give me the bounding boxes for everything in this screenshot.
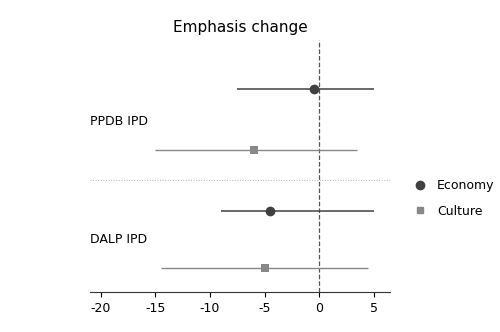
- Title: Emphasis change: Emphasis change: [172, 20, 308, 35]
- Text: PPDB IPD: PPDB IPD: [90, 115, 148, 128]
- Text: DALP IPD: DALP IPD: [90, 233, 147, 246]
- Legend: Economy, Culture: Economy, Culture: [402, 174, 500, 223]
